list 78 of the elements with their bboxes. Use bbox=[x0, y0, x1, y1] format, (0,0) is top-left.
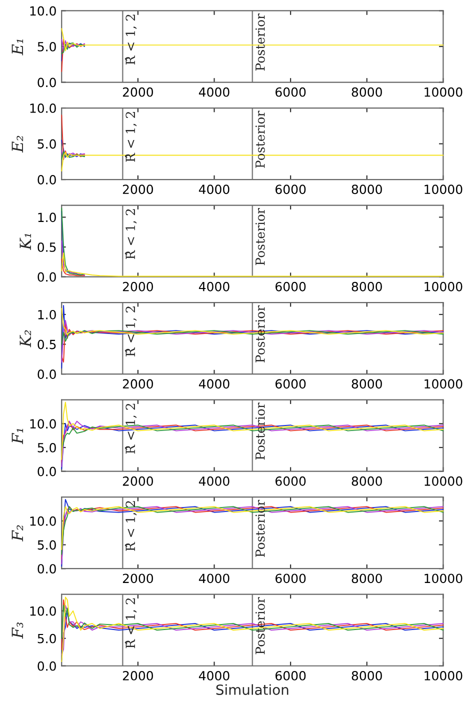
ref-line-label: Posterior bbox=[255, 305, 265, 362]
y-axis-title: F₁ bbox=[12, 428, 24, 444]
y-tick-label: 0.0 bbox=[38, 175, 56, 184]
x-tick-label: 6000 bbox=[276, 379, 306, 389]
x-tick-label: 10000 bbox=[424, 574, 462, 584]
x-tick-label: 8000 bbox=[352, 670, 382, 680]
x-tick-label: 10000 bbox=[424, 670, 462, 680]
y-axis-title: K₂ bbox=[20, 330, 31, 348]
y-axis-title: F₂ bbox=[12, 525, 24, 542]
y-axis-title: K₁ bbox=[20, 234, 31, 250]
ref-line-label: Posterior bbox=[255, 110, 265, 168]
x-tick-label: 10000 bbox=[424, 87, 462, 97]
x-axis-title: Simulation bbox=[216, 684, 288, 695]
ref-line-label: Posterior bbox=[255, 208, 265, 266]
x-tick-label: 4000 bbox=[198, 184, 230, 194]
x-tick-label: 2000 bbox=[122, 476, 154, 486]
x-tick-label: 10000 bbox=[424, 379, 462, 389]
y-tick-label: 0.0 bbox=[38, 78, 56, 88]
y-tick-label: 0.5 bbox=[38, 242, 56, 252]
x-tick-label: 8000 bbox=[352, 379, 382, 389]
ref-line-label: R̂ < 1, 2 bbox=[124, 404, 137, 454]
y-axis-title: E₁ bbox=[12, 40, 24, 56]
x-tick-label: 4000 bbox=[198, 379, 230, 389]
x-tick-label: 8000 bbox=[352, 184, 382, 194]
y-tick-label: 5.0 bbox=[38, 42, 56, 52]
y-tick-label: 10.0 bbox=[30, 606, 56, 616]
x-tick-label: 2000 bbox=[122, 670, 154, 680]
x-tick-label: 10000 bbox=[424, 282, 462, 292]
ref-line-label: R̂ < 1, 2 bbox=[124, 306, 137, 356]
y-tick-label: 0.5 bbox=[38, 340, 56, 350]
x-tick-label: 8000 bbox=[352, 476, 382, 486]
x-tick-label: 6000 bbox=[276, 184, 306, 194]
x-tick-label: 8000 bbox=[352, 574, 382, 584]
x-tick-label: 4000 bbox=[198, 87, 230, 97]
x-tick-label: 10000 bbox=[424, 184, 462, 194]
x-tick-label: 2000 bbox=[122, 379, 154, 389]
y-tick-label: 1.0 bbox=[38, 310, 56, 320]
y-tick-label: 5.0 bbox=[38, 540, 56, 550]
y-tick-label: 5.0 bbox=[38, 139, 56, 149]
y-tick-label: 0.0 bbox=[38, 466, 56, 476]
x-tick-label: 2000 bbox=[122, 87, 154, 97]
x-tick-label: 2000 bbox=[122, 184, 154, 194]
ref-line-label: R̂ < 1, 2 bbox=[124, 209, 137, 260]
x-tick-label: 6000 bbox=[276, 282, 306, 292]
ref-line-label: R̂ < 1, 2 bbox=[124, 14, 137, 65]
ref-line-label: R̂ < 1, 2 bbox=[124, 598, 137, 648]
y-axis-title: E₂ bbox=[12, 136, 24, 153]
x-tick-label: 6000 bbox=[276, 476, 306, 486]
ref-line-label: Posterior bbox=[255, 500, 265, 557]
y-tick-label: 5.0 bbox=[38, 442, 56, 452]
y-tick-label: 10.0 bbox=[30, 419, 56, 429]
x-tick-label: 4000 bbox=[198, 574, 230, 584]
y-tick-label: 1.0 bbox=[38, 212, 56, 222]
y-tick-label: 0.0 bbox=[38, 370, 56, 379]
y-tick-label: 5.0 bbox=[38, 634, 56, 644]
y-tick-label: 10.0 bbox=[30, 103, 56, 113]
ref-line-label: R̂ < 1, 2 bbox=[124, 501, 137, 551]
x-tick-label: 8000 bbox=[352, 282, 382, 292]
y-tick-label: 0.0 bbox=[38, 272, 56, 282]
ref-line-label: Posterior bbox=[255, 14, 265, 71]
y-axis-title: F₃ bbox=[12, 622, 24, 639]
x-tick-label: 4000 bbox=[198, 670, 230, 680]
x-tick-label: 6000 bbox=[276, 670, 306, 680]
x-tick-label: 2000 bbox=[122, 574, 154, 584]
x-tick-label: 10000 bbox=[424, 476, 462, 486]
y-tick-label: 10.0 bbox=[30, 6, 56, 16]
ref-line-label: Posterior bbox=[255, 402, 265, 460]
y-tick-label: 10.0 bbox=[30, 516, 56, 526]
x-tick-label: 4000 bbox=[198, 282, 230, 292]
y-tick-label: 0.0 bbox=[38, 661, 56, 671]
y-tick-label: 0.0 bbox=[38, 564, 56, 574]
ref-line-label: R̂ < 1, 2 bbox=[124, 112, 137, 162]
x-tick-label: 8000 bbox=[352, 87, 382, 97]
x-tick-label: 4000 bbox=[198, 476, 230, 486]
x-tick-label: 6000 bbox=[276, 87, 306, 97]
x-tick-label: 6000 bbox=[276, 574, 306, 584]
x-tick-label: 2000 bbox=[122, 282, 154, 292]
ref-line-label: Posterior bbox=[255, 597, 265, 654]
